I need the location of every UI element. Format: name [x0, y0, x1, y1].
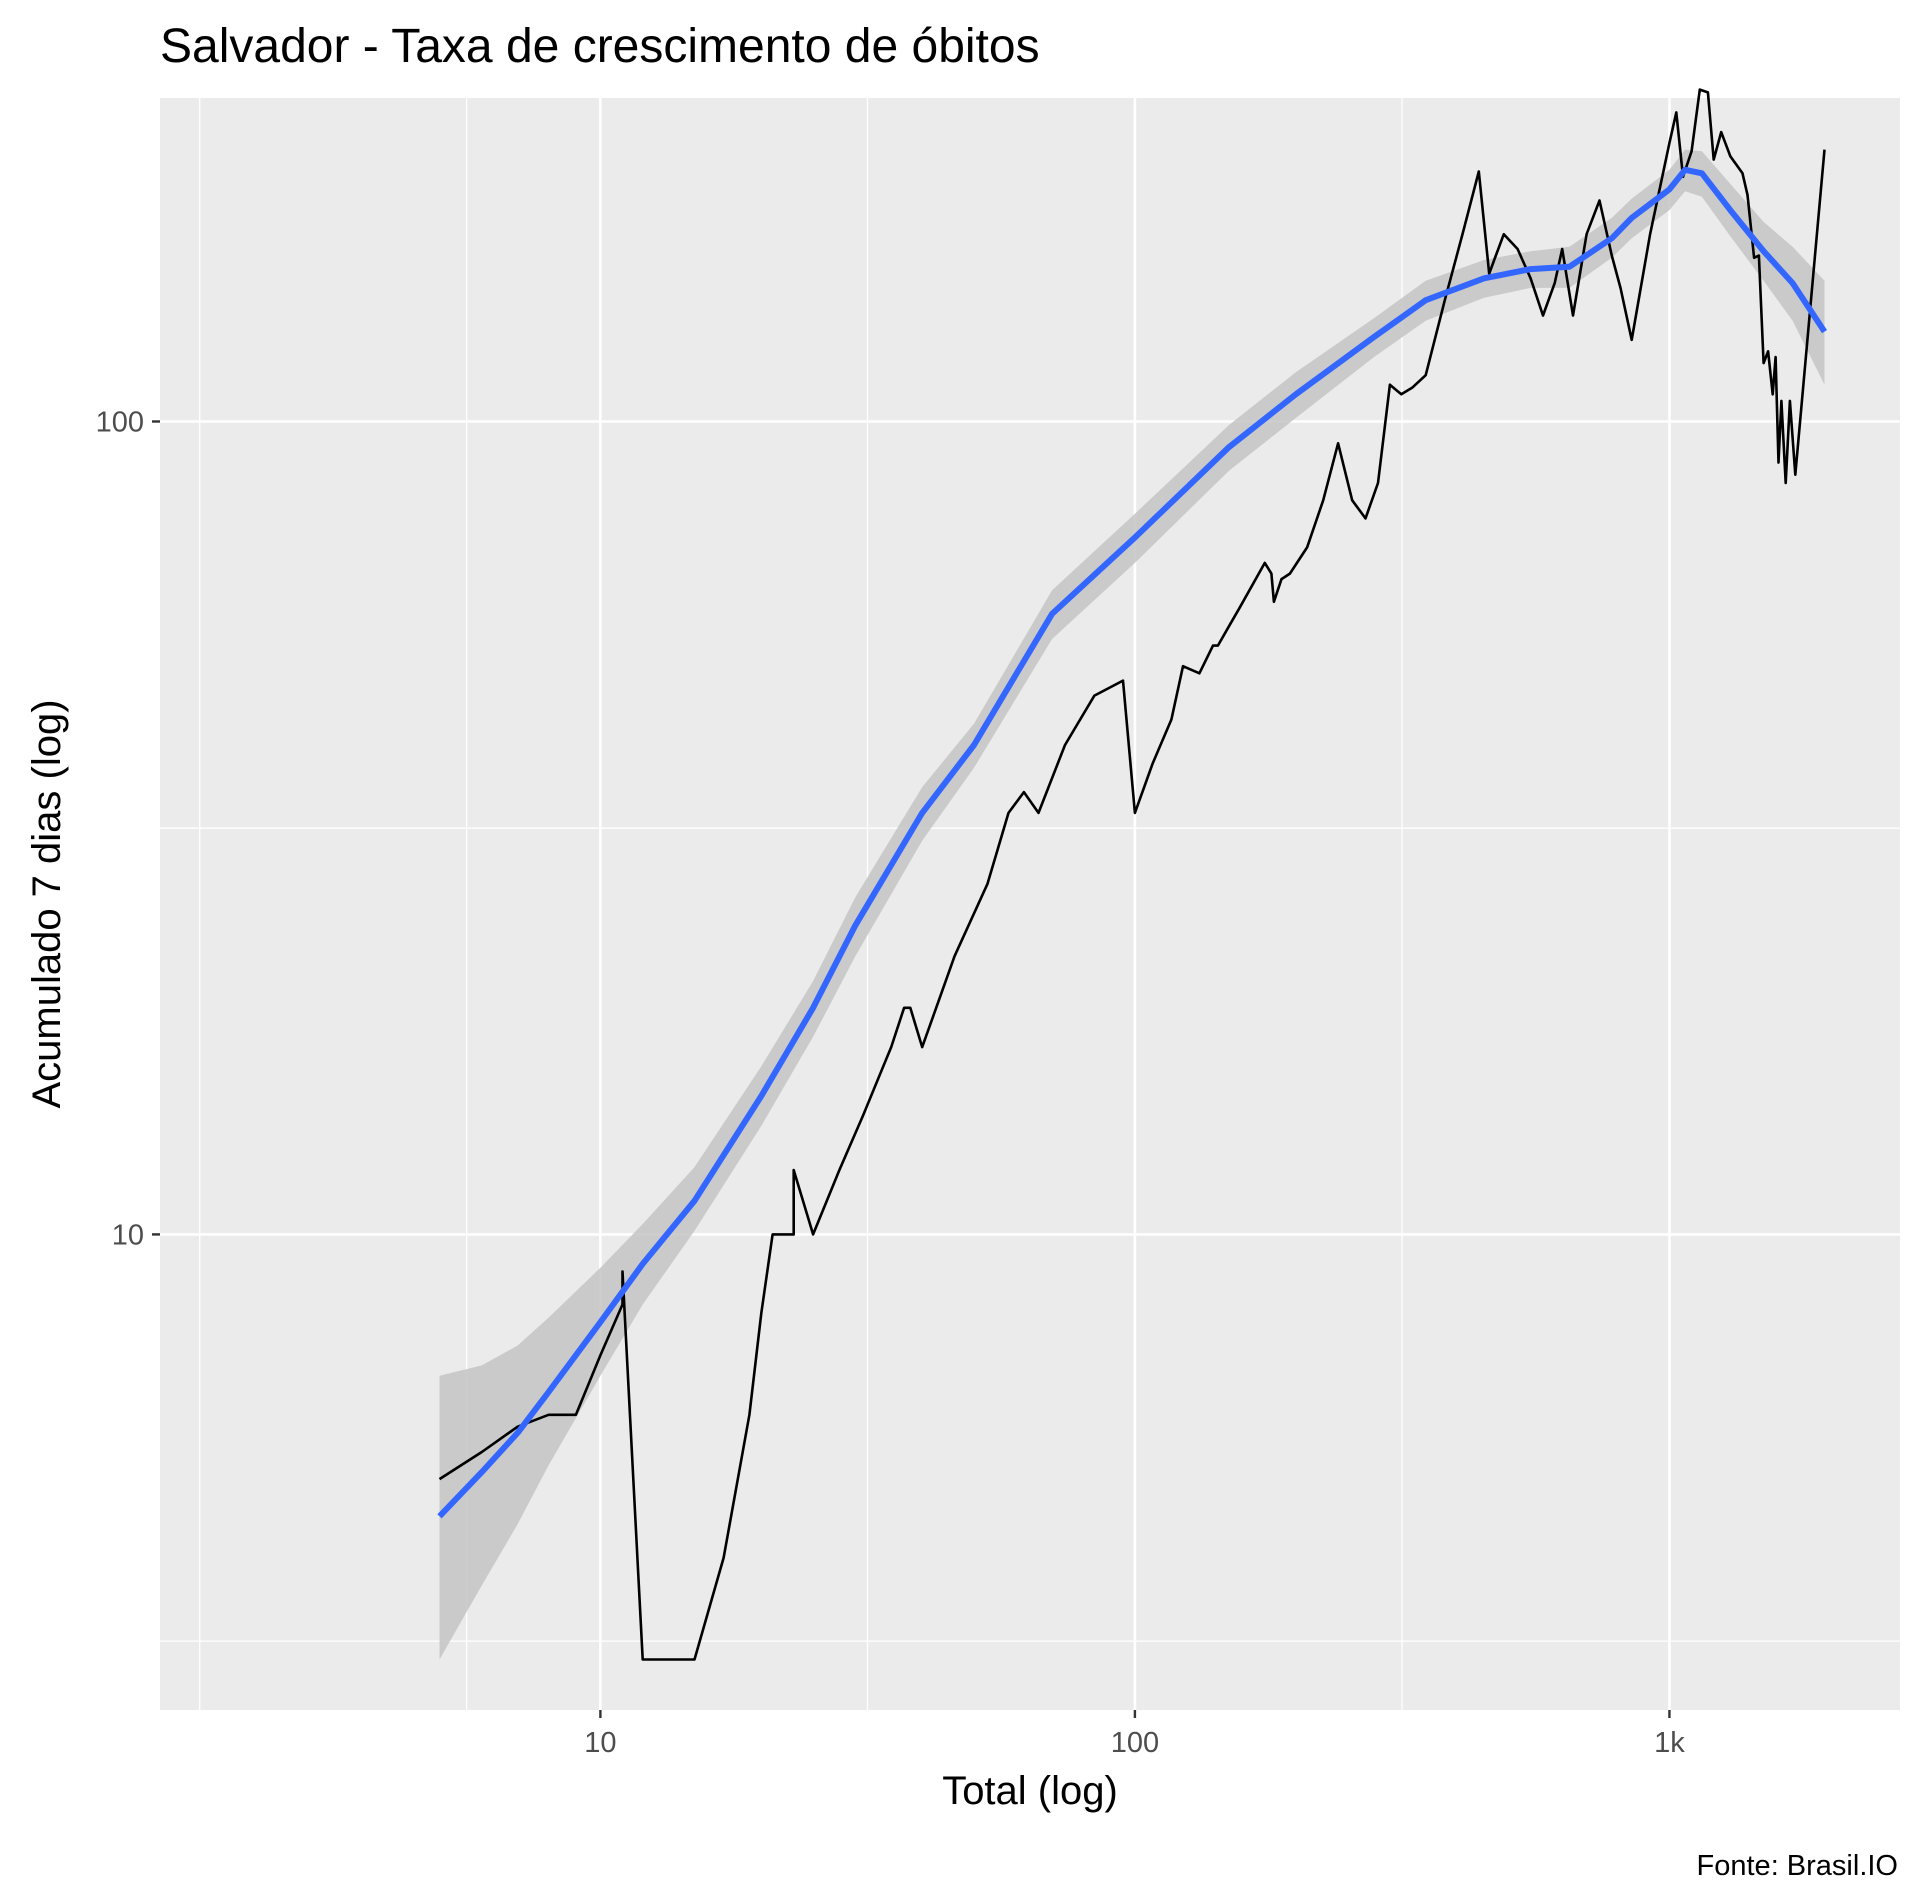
source-caption: Fonte: Brasil.IO [1697, 1850, 1898, 1882]
y-tick-label: 10 [112, 1219, 144, 1251]
y-axis-title: Acumulado 7 dias (log) [25, 699, 69, 1108]
y-tick-label: 100 [96, 406, 144, 438]
x-axis-ticks: 10 100 1k [584, 1710, 1685, 1759]
major-gridlines [160, 98, 1900, 1710]
x-tick-label: 1k [1654, 1727, 1685, 1759]
plot-panel [160, 98, 1900, 1710]
x-tick-label: 100 [1111, 1727, 1159, 1759]
x-tick-label: 10 [584, 1727, 616, 1759]
x-axis-title: Total (log) [942, 1769, 1118, 1813]
observed-series-line [438, 88, 1826, 1661]
chart-title: Salvador - Taxa de crescimento de óbitos [160, 20, 1040, 73]
smoothed-trend-line [437, 166, 1828, 1519]
y-axis-ticks: 10 100 [96, 406, 160, 1251]
